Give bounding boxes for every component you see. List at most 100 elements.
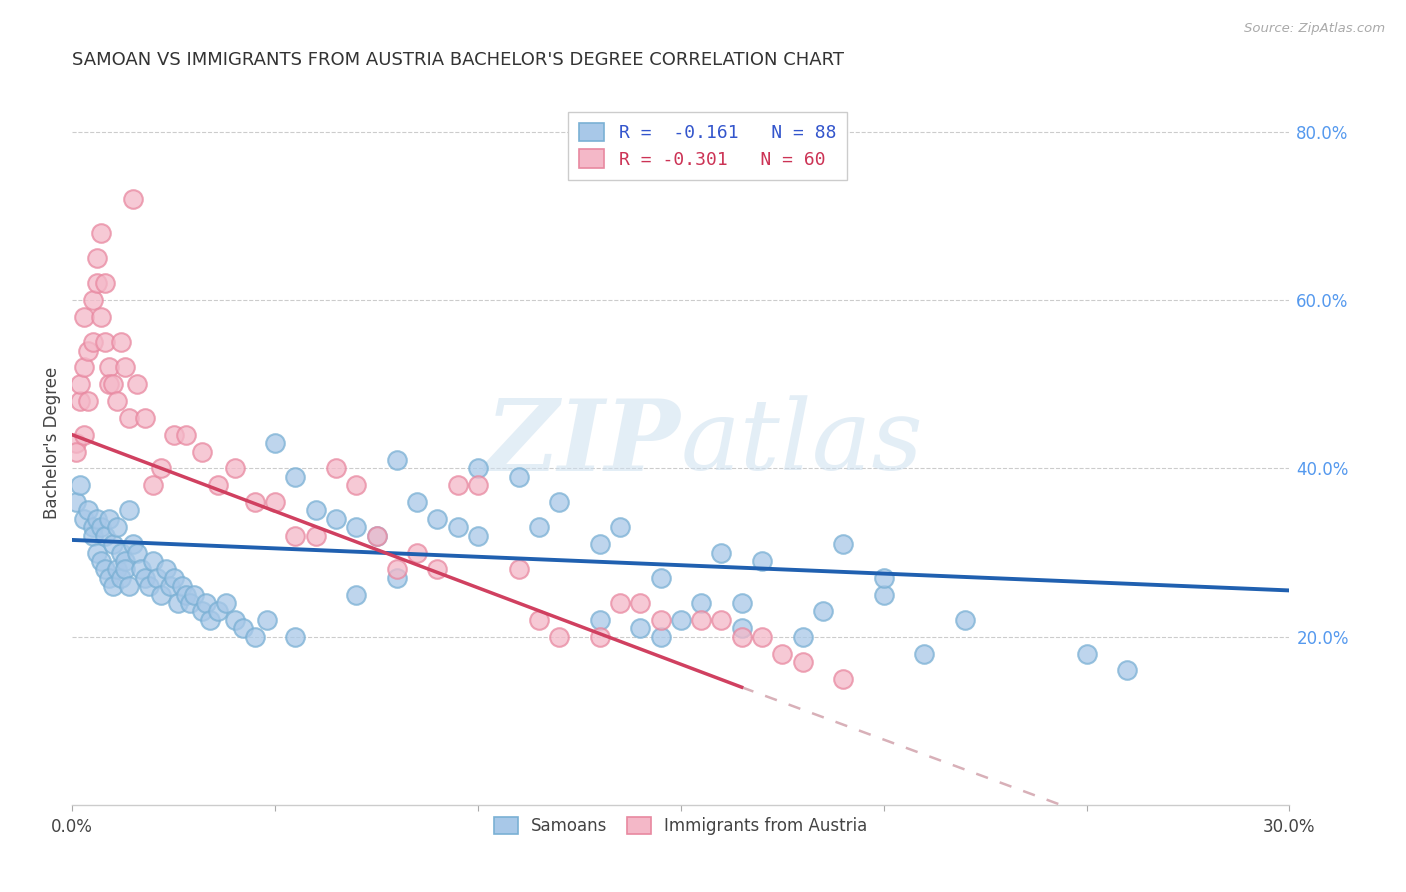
- Point: [770, 647, 793, 661]
- Point: [406, 545, 429, 559]
- Point: [163, 571, 186, 585]
- Point: [97, 377, 120, 392]
- Point: [832, 537, 855, 551]
- Point: [730, 630, 752, 644]
- Point: [243, 495, 266, 509]
- Point: [195, 596, 218, 610]
- Point: [97, 571, 120, 585]
- Point: [170, 579, 193, 593]
- Point: [90, 520, 112, 534]
- Text: SAMOAN VS IMMIGRANTS FROM AUSTRIA BACHELOR'S DEGREE CORRELATION CHART: SAMOAN VS IMMIGRANTS FROM AUSTRIA BACHEL…: [72, 51, 844, 69]
- Point: [953, 613, 976, 627]
- Point: [669, 613, 692, 627]
- Point: [127, 377, 149, 392]
- Point: [366, 529, 388, 543]
- Point: [110, 571, 132, 585]
- Point: [86, 512, 108, 526]
- Point: [872, 571, 894, 585]
- Point: [118, 411, 141, 425]
- Point: [191, 605, 214, 619]
- Point: [792, 655, 814, 669]
- Point: [508, 562, 530, 576]
- Point: [142, 478, 165, 492]
- Point: [609, 596, 631, 610]
- Point: [628, 596, 651, 610]
- Point: [589, 630, 612, 644]
- Text: atlas: atlas: [681, 395, 924, 491]
- Point: [97, 360, 120, 375]
- Point: [344, 520, 367, 534]
- Y-axis label: Bachelor's Degree: Bachelor's Degree: [44, 367, 60, 519]
- Text: Source: ZipAtlas.com: Source: ZipAtlas.com: [1244, 22, 1385, 36]
- Point: [90, 554, 112, 568]
- Point: [73, 310, 96, 324]
- Point: [86, 545, 108, 559]
- Point: [65, 436, 87, 450]
- Point: [548, 495, 571, 509]
- Point: [224, 613, 246, 627]
- Point: [150, 461, 173, 475]
- Point: [628, 621, 651, 635]
- Point: [325, 461, 347, 475]
- Point: [207, 605, 229, 619]
- Point: [174, 588, 197, 602]
- Point: [1076, 647, 1098, 661]
- Point: [101, 377, 124, 392]
- Point: [305, 529, 328, 543]
- Point: [118, 579, 141, 593]
- Point: [224, 461, 246, 475]
- Point: [264, 495, 287, 509]
- Point: [114, 562, 136, 576]
- Text: ZIP: ZIP: [486, 395, 681, 491]
- Point: [65, 444, 87, 458]
- Point: [650, 630, 672, 644]
- Point: [90, 310, 112, 324]
- Point: [467, 478, 489, 492]
- Point: [305, 503, 328, 517]
- Point: [73, 360, 96, 375]
- Point: [191, 444, 214, 458]
- Point: [527, 520, 550, 534]
- Point: [142, 554, 165, 568]
- Point: [65, 495, 87, 509]
- Point: [548, 630, 571, 644]
- Point: [385, 453, 408, 467]
- Point: [101, 579, 124, 593]
- Point: [93, 529, 115, 543]
- Point: [105, 394, 128, 409]
- Point: [792, 630, 814, 644]
- Point: [344, 478, 367, 492]
- Point: [183, 588, 205, 602]
- Point: [385, 571, 408, 585]
- Point: [86, 277, 108, 291]
- Point: [751, 554, 773, 568]
- Point: [114, 554, 136, 568]
- Point: [447, 520, 470, 534]
- Point: [264, 436, 287, 450]
- Point: [138, 579, 160, 593]
- Point: [105, 520, 128, 534]
- Point: [366, 529, 388, 543]
- Point: [344, 588, 367, 602]
- Point: [77, 503, 100, 517]
- Point: [710, 545, 733, 559]
- Point: [1116, 664, 1139, 678]
- Point: [82, 293, 104, 307]
- Point: [93, 277, 115, 291]
- Point: [256, 613, 278, 627]
- Point: [589, 537, 612, 551]
- Point: [710, 613, 733, 627]
- Point: [86, 251, 108, 265]
- Point: [284, 630, 307, 644]
- Point: [105, 562, 128, 576]
- Point: [832, 672, 855, 686]
- Point: [730, 596, 752, 610]
- Point: [77, 343, 100, 358]
- Point: [93, 335, 115, 350]
- Point: [243, 630, 266, 644]
- Point: [110, 545, 132, 559]
- Point: [114, 360, 136, 375]
- Point: [527, 613, 550, 627]
- Point: [730, 621, 752, 635]
- Point: [650, 571, 672, 585]
